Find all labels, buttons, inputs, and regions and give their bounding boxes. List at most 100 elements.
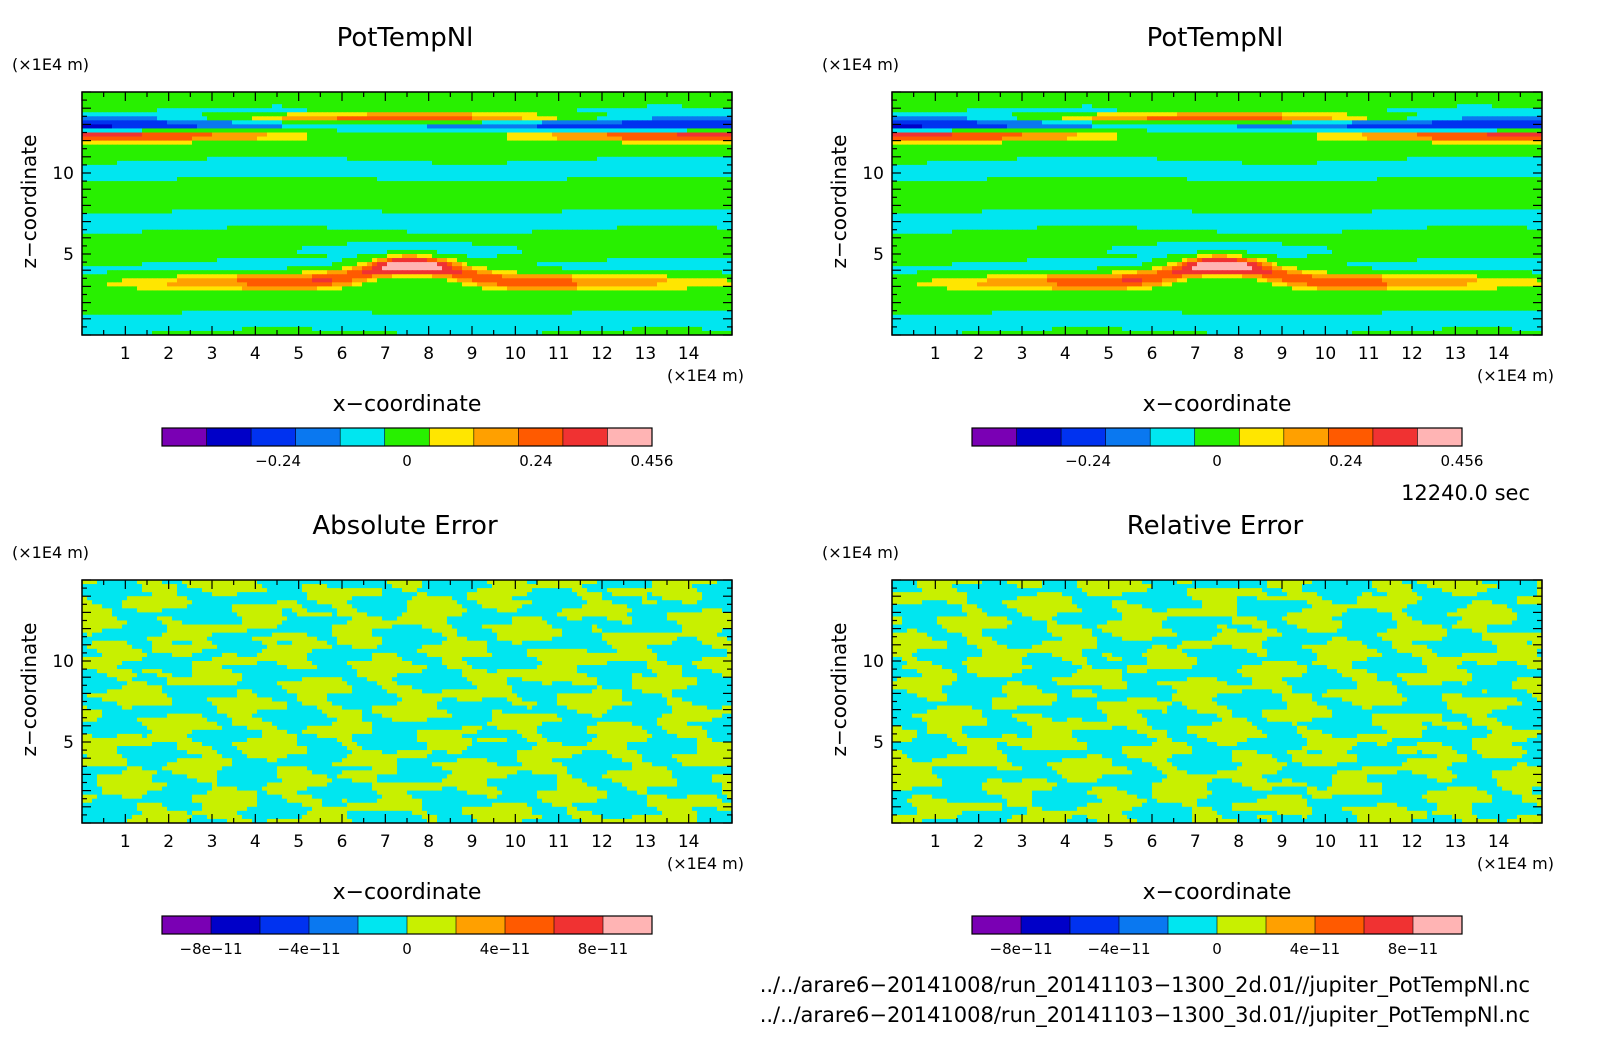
heatmap-cell <box>87 96 93 101</box>
heatmap-cell <box>417 241 423 247</box>
heatmap-cell <box>477 120 483 125</box>
heatmap-cell <box>522 193 528 198</box>
heatmap-cell <box>392 148 398 154</box>
heatmap-cell <box>617 177 623 182</box>
heatmap-cell <box>152 160 158 166</box>
heatmap-cell <box>332 241 338 247</box>
heatmap-cell <box>337 241 343 247</box>
heatmap-cell <box>692 156 698 162</box>
heatmap-cell <box>667 120 673 125</box>
heatmap-cell <box>477 136 483 142</box>
heatmap-cell <box>272 177 278 182</box>
heatmap-cell <box>627 229 633 235</box>
heatmap-cell <box>127 197 133 202</box>
heatmap-cell <box>227 152 233 158</box>
heatmap-cell <box>607 160 613 166</box>
heatmap-cell <box>697 197 703 202</box>
heatmap-cell <box>607 229 613 235</box>
heatmap-cell <box>702 168 708 174</box>
heatmap-cell <box>352 136 358 142</box>
heatmap-cell <box>672 152 678 158</box>
heatmap-cell <box>142 181 148 186</box>
heatmap-cell <box>262 124 268 130</box>
heatmap-cell <box>347 181 353 186</box>
heatmap-cell <box>92 96 98 101</box>
heatmap-cell <box>617 92 623 97</box>
heatmap-cell <box>402 209 408 215</box>
heatmap-cell <box>262 225 268 231</box>
heatmap-cell <box>617 128 623 134</box>
heatmap-cell <box>247 209 253 215</box>
heatmap-cell <box>97 213 103 219</box>
heatmap-cell <box>322 201 328 206</box>
heatmap-cell <box>282 92 288 97</box>
heatmap-cell <box>107 160 113 166</box>
heatmap-cell <box>307 245 313 251</box>
heatmap-cell <box>642 189 648 194</box>
heatmap-cell <box>307 233 313 239</box>
heatmap-cell <box>472 152 478 158</box>
heatmap-cell <box>82 140 88 146</box>
heatmap-cell <box>692 152 698 158</box>
heatmap-cell <box>217 96 223 101</box>
heatmap-cell <box>577 233 583 239</box>
heatmap-cell <box>347 193 353 198</box>
heatmap-cell <box>472 132 478 138</box>
heatmap-cell <box>202 233 208 239</box>
heatmap-cell <box>257 112 263 117</box>
heatmap-cell <box>662 173 668 178</box>
heatmap-cell <box>507 160 513 166</box>
heatmap-cell <box>512 213 518 219</box>
heatmap-cell <box>332 237 338 243</box>
heatmap-cell <box>602 225 608 231</box>
heatmap-cell <box>587 136 593 142</box>
heatmap-cell <box>267 116 273 121</box>
heatmap-cell <box>507 197 513 202</box>
heatmap-cell <box>242 185 248 190</box>
heatmap-cell <box>347 177 353 182</box>
heatmap-cell <box>387 221 393 227</box>
heatmap-cell <box>262 148 268 154</box>
heatmap-cell <box>122 160 128 166</box>
heatmap-cell <box>617 225 623 231</box>
heatmap-cell <box>462 104 468 109</box>
heatmap-cell <box>247 205 253 211</box>
heatmap-cell <box>297 140 303 146</box>
heatmap-cell <box>727 160 732 166</box>
heatmap-cell <box>257 225 263 231</box>
heatmap-cell <box>162 164 168 170</box>
heatmap-cell <box>197 245 203 251</box>
heatmap-cell <box>667 233 673 239</box>
heatmap-cell <box>107 116 113 121</box>
heatmap-cell <box>492 160 498 166</box>
heatmap-cell <box>82 120 88 125</box>
heatmap-cell <box>457 213 463 219</box>
heatmap-cell <box>197 132 203 138</box>
heatmap-cell <box>682 233 688 239</box>
heatmap-cell <box>652 140 658 146</box>
heatmap-cell <box>237 168 243 174</box>
heatmap-cell <box>217 245 223 251</box>
heatmap-cell <box>242 193 248 198</box>
heatmap-cell <box>132 120 138 125</box>
heatmap-cell <box>132 144 138 150</box>
heatmap-cell <box>212 217 218 223</box>
heatmap-cell <box>217 112 223 117</box>
heatmap-cell <box>127 132 133 138</box>
heatmap-cell <box>312 116 318 121</box>
heatmap-cell <box>392 233 398 239</box>
heatmap-cell <box>237 132 243 138</box>
heatmap-cell <box>617 136 623 142</box>
heatmap-cell <box>382 136 388 142</box>
heatmap-cell <box>542 177 548 182</box>
heatmap-cell <box>412 136 418 142</box>
heatmap-cell <box>187 237 193 243</box>
heatmap-cell <box>142 245 148 251</box>
heatmap-cell <box>372 120 378 125</box>
heatmap-cell <box>122 140 128 146</box>
heatmap-cell <box>347 189 353 194</box>
heatmap-cell <box>467 104 473 109</box>
heatmap-cell <box>217 209 223 215</box>
heatmap-cell <box>627 233 633 239</box>
heatmap-cell <box>542 124 548 130</box>
